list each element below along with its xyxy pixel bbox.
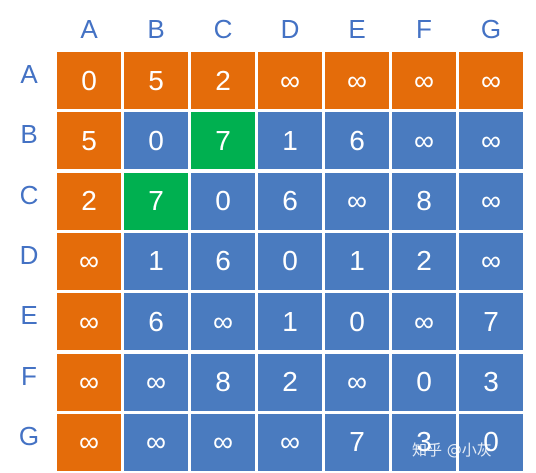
column-label-g: G xyxy=(480,13,502,44)
cell-b-e: 6 xyxy=(325,112,389,170)
row-label-b: B xyxy=(20,119,38,150)
cell-f-b: ∞ xyxy=(124,353,188,411)
cell-f-e: ∞ xyxy=(325,353,389,411)
cell-a-g: ∞ xyxy=(459,52,523,109)
cell-g-a: ∞ xyxy=(57,413,121,471)
cell-e-d: 1 xyxy=(258,293,322,351)
cell-c-d: 6 xyxy=(258,172,322,230)
row-label-g: G xyxy=(18,420,40,451)
watermark-text: 知乎 @小灰 xyxy=(412,440,492,459)
cell-b-f: ∞ xyxy=(392,112,456,170)
column-label-b: B xyxy=(147,13,165,44)
cell-e-f: ∞ xyxy=(392,293,456,351)
column-label-e: E xyxy=(348,13,366,44)
cell-d-f: 2 xyxy=(392,232,456,290)
cell-c-c: 0 xyxy=(191,172,255,230)
cell-b-g: ∞ xyxy=(459,112,523,170)
cell-f-c: 8 xyxy=(191,353,255,411)
cell-c-a: 2 xyxy=(57,172,121,230)
cell-a-d: ∞ xyxy=(258,52,322,109)
cell-g-b: ∞ xyxy=(124,413,188,471)
cell-a-e: ∞ xyxy=(325,52,389,109)
cell-e-b: 6 xyxy=(124,293,188,351)
cell-g-e: 7 xyxy=(325,413,389,471)
row-label-c: C xyxy=(19,179,39,210)
cell-a-c: 2 xyxy=(191,52,255,109)
cell-d-b: 1 xyxy=(124,232,188,290)
cell-d-g: ∞ xyxy=(459,232,523,290)
cell-g-c: ∞ xyxy=(191,413,255,471)
cell-d-d: 0 xyxy=(258,232,322,290)
cell-c-e: ∞ xyxy=(325,172,389,230)
cell-d-a: ∞ xyxy=(57,232,121,290)
column-label-a: A xyxy=(80,13,98,44)
column-label-d: D xyxy=(280,13,300,44)
cell-f-g: 3 xyxy=(459,353,523,411)
cell-e-e: 0 xyxy=(325,293,389,351)
column-label-c: C xyxy=(213,13,233,44)
cell-e-c: ∞ xyxy=(191,293,255,351)
cell-b-d: 1 xyxy=(258,112,322,170)
cell-a-b: 5 xyxy=(124,52,188,109)
row-label-f: F xyxy=(21,360,37,391)
cell-f-a: ∞ xyxy=(57,353,121,411)
cell-b-c: 7 xyxy=(191,112,255,170)
cell-e-a: ∞ xyxy=(57,293,121,351)
cell-a-f: ∞ xyxy=(392,52,456,109)
column-label-f: F xyxy=(416,13,432,44)
cell-c-g: ∞ xyxy=(459,172,523,230)
row-label-e: E xyxy=(20,300,38,331)
cell-c-b: 7 xyxy=(124,172,188,230)
cell-d-c: 6 xyxy=(191,232,255,290)
cell-g-g: 0 xyxy=(459,413,523,471)
cell-b-a: 5 xyxy=(57,112,121,170)
cell-c-f: 8 xyxy=(392,172,456,230)
cell-f-d: 2 xyxy=(258,353,322,411)
cell-g-f: 3 xyxy=(392,413,456,471)
row-label-d: D xyxy=(19,239,39,270)
cell-d-e: 1 xyxy=(325,232,389,290)
cell-f-f: 0 xyxy=(392,353,456,411)
cell-a-a: 0 xyxy=(57,52,121,109)
cell-g-d: ∞ xyxy=(258,413,322,471)
cell-e-g: 7 xyxy=(459,293,523,351)
row-label-a: A xyxy=(20,59,38,89)
cell-b-b: 0 xyxy=(124,112,188,170)
